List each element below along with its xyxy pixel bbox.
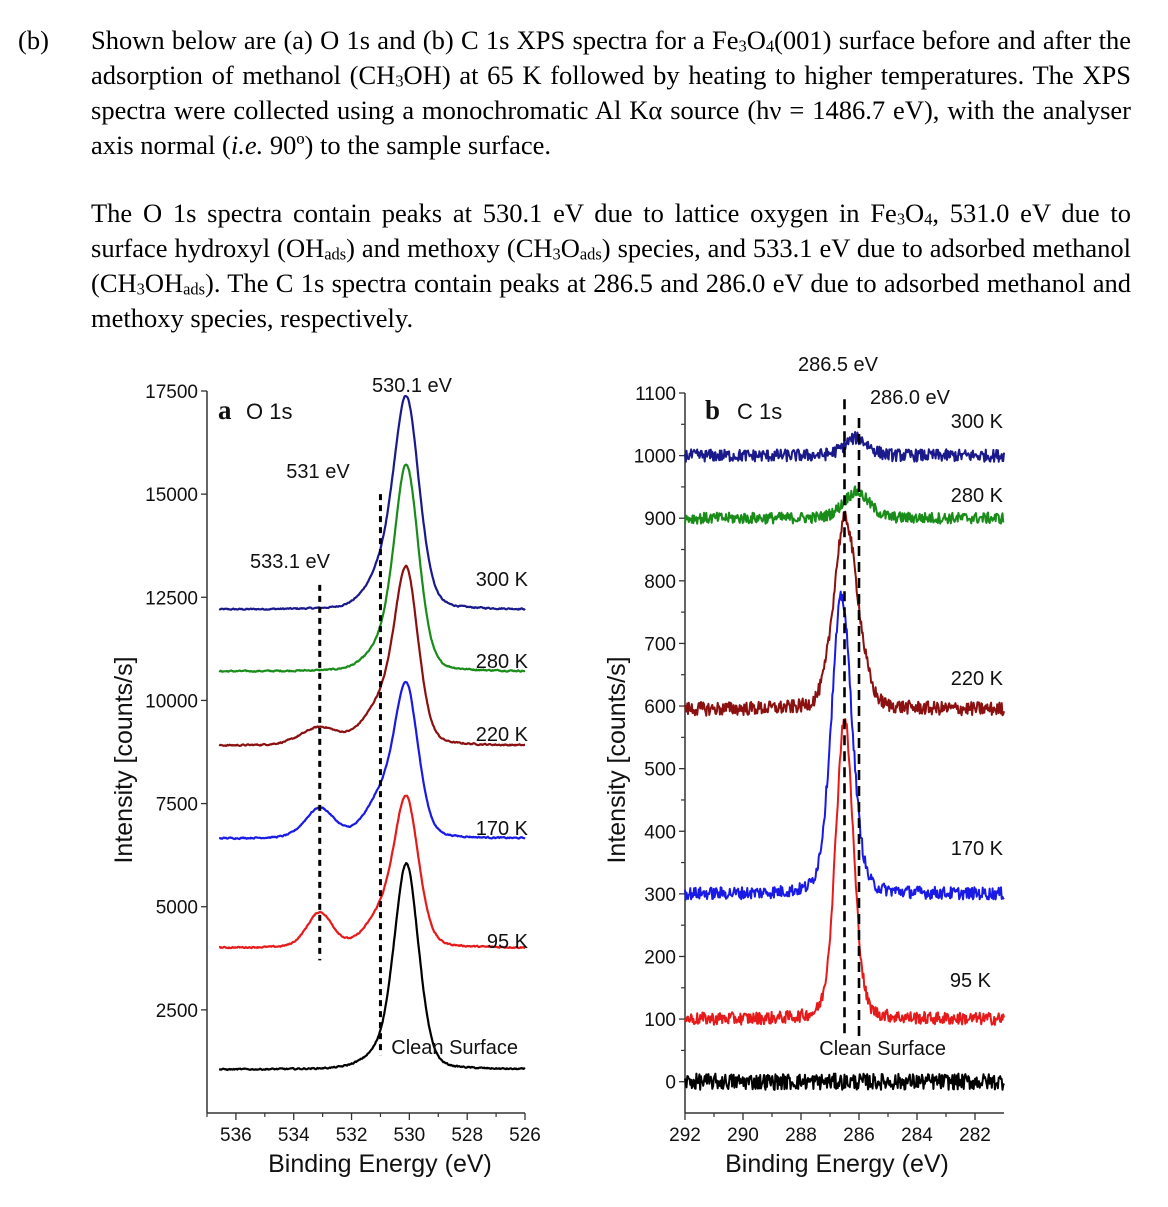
x-tick-label: 292	[669, 1125, 701, 1146]
y-tick-label: 1100	[635, 384, 676, 405]
series-label: 300 K	[951, 411, 1004, 433]
reference-label: 286.0 eV	[870, 387, 951, 409]
text-run: O	[746, 25, 766, 55]
series-line-clean-surface	[218, 861, 526, 1072]
text-run: OH) at 65 K followed by heating to highe…	[91, 60, 1131, 160]
series-label: 170 K	[951, 838, 1004, 860]
series-line-95-k	[218, 794, 526, 950]
series-line-clean-surface	[684, 1072, 1005, 1091]
y-tick-label: 0	[665, 1073, 676, 1094]
subscript: ads	[183, 279, 206, 299]
x-tick-label: 534	[278, 1125, 310, 1146]
y-tick-label: 300	[644, 885, 676, 906]
subscript: 4	[765, 36, 775, 56]
subscript: 3	[395, 71, 404, 91]
panel-a-title: O 1s	[246, 399, 292, 424]
y-tick-label: 2500	[156, 1001, 198, 1022]
series-label: 95 K	[487, 931, 529, 953]
text-run: i.e.	[230, 130, 264, 160]
y-tick-label: 1000	[634, 447, 676, 468]
question-paragraph-2: The O 1s spectra contain peaks at 530.1 …	[91, 196, 1131, 336]
text-run: OH	[144, 268, 184, 298]
y-tick-label: 100	[644, 1010, 676, 1031]
panel-b-c1s: b C 1s Binding Energy (eV) Intensity [co…	[603, 354, 1005, 1178]
text-run: ). The C 1s spectra contain peaks at 286…	[91, 268, 1131, 333]
question-label: (b)	[18, 25, 49, 55]
paragraph-1-text: Shown below are (a) O 1s and (b) C 1s XP…	[91, 25, 1131, 160]
panel-a-o1s: a O 1s Binding Energy (eV) Intensity [co…	[110, 375, 541, 1178]
series-label: 220 K	[951, 668, 1004, 690]
reference-label: 531 eV	[286, 461, 350, 483]
panel-a-xlabel: Binding Energy (eV)	[268, 1150, 492, 1178]
text-run: O	[905, 198, 925, 228]
y-tick-label: 12500	[145, 588, 198, 609]
text-run: (001) surface before and after the adsor…	[91, 25, 1132, 90]
text-run: , 531.0 eV due to surface hydroxyl (OH	[91, 198, 1131, 263]
series-label: Clean Surface	[391, 1037, 518, 1059]
x-tick-label: 284	[901, 1125, 933, 1146]
y-tick-label: 15000	[145, 485, 198, 506]
x-tick-label: 530	[394, 1125, 426, 1146]
text-run: The O 1s spectra contain peaks at 530.1 …	[91, 198, 897, 228]
series-label: 280 K	[951, 485, 1004, 507]
y-tick-label: 600	[644, 697, 676, 718]
text-run: ) and methoxy (CH	[346, 233, 553, 263]
subscript: 3	[738, 36, 747, 56]
series-label: 170 K	[476, 818, 529, 840]
x-tick-label: 536	[220, 1125, 252, 1146]
x-tick-label: 532	[336, 1125, 368, 1146]
text-run: O	[560, 233, 580, 263]
paragraph-2-text: The O 1s spectra contain peaks at 530.1 …	[91, 198, 1131, 333]
reference-label: 533.1 eV	[250, 551, 331, 573]
reference-label: 530.1 eV	[372, 375, 453, 397]
panel-b-xlabel: Binding Energy (eV)	[725, 1150, 949, 1178]
series-label: 220 K	[476, 724, 529, 746]
panel-b-letter: b	[705, 395, 720, 425]
series-label: Clean Surface	[819, 1038, 946, 1060]
series-label: 300 K	[476, 569, 529, 591]
y-tick-label: 10000	[145, 691, 198, 712]
y-tick-label: 400	[644, 822, 676, 843]
reference-label: 286.5 eV	[798, 354, 879, 376]
text-run: Shown below are (a) O 1s and (b) C 1s XP…	[91, 25, 739, 55]
series-line-300-k	[218, 394, 526, 611]
question-paragraph-1: (b) Shown below are (a) O 1s and (b) C 1…	[18, 23, 1131, 163]
subscript: 3	[136, 279, 145, 299]
series-line-220-k	[218, 564, 526, 748]
y-tick-label: 800	[644, 572, 676, 593]
x-tick-label: 288	[785, 1125, 817, 1146]
subscript: 3	[896, 209, 906, 229]
x-tick-label: 528	[451, 1125, 483, 1146]
x-tick-label: 526	[509, 1125, 541, 1146]
subscript: ads	[579, 244, 602, 264]
panel-b-ylabel: Intensity [counts/s]	[603, 656, 631, 863]
x-tick-label: 286	[843, 1125, 875, 1146]
text-run: ) species, and 533.1 eV due to adsorbed …	[91, 233, 1131, 298]
y-tick-label: 17500	[145, 382, 198, 403]
panel-b-title: C 1s	[737, 399, 782, 424]
subscript: ads	[324, 244, 347, 264]
subscript: 3	[552, 244, 561, 264]
y-tick-label: 200	[644, 947, 676, 968]
panel-a-letter: a	[218, 395, 232, 425]
y-tick-label: 900	[644, 509, 676, 530]
x-tick-label: 290	[727, 1125, 759, 1146]
series-line-280-k	[218, 463, 526, 673]
text-run: 90º) to the sample surface.	[263, 130, 552, 160]
y-tick-label: 700	[644, 634, 676, 655]
panel-a-ylabel: Intensity [counts/s]	[110, 656, 138, 863]
series-line-170-k	[218, 680, 526, 841]
series-label: 280 K	[476, 651, 529, 673]
subscript: 4	[924, 209, 933, 229]
series-label: 95 K	[950, 970, 992, 992]
y-tick-label: 7500	[156, 795, 198, 816]
y-tick-label: 500	[644, 760, 676, 781]
x-tick-label: 282	[959, 1125, 991, 1146]
y-tick-label: 5000	[156, 898, 198, 919]
